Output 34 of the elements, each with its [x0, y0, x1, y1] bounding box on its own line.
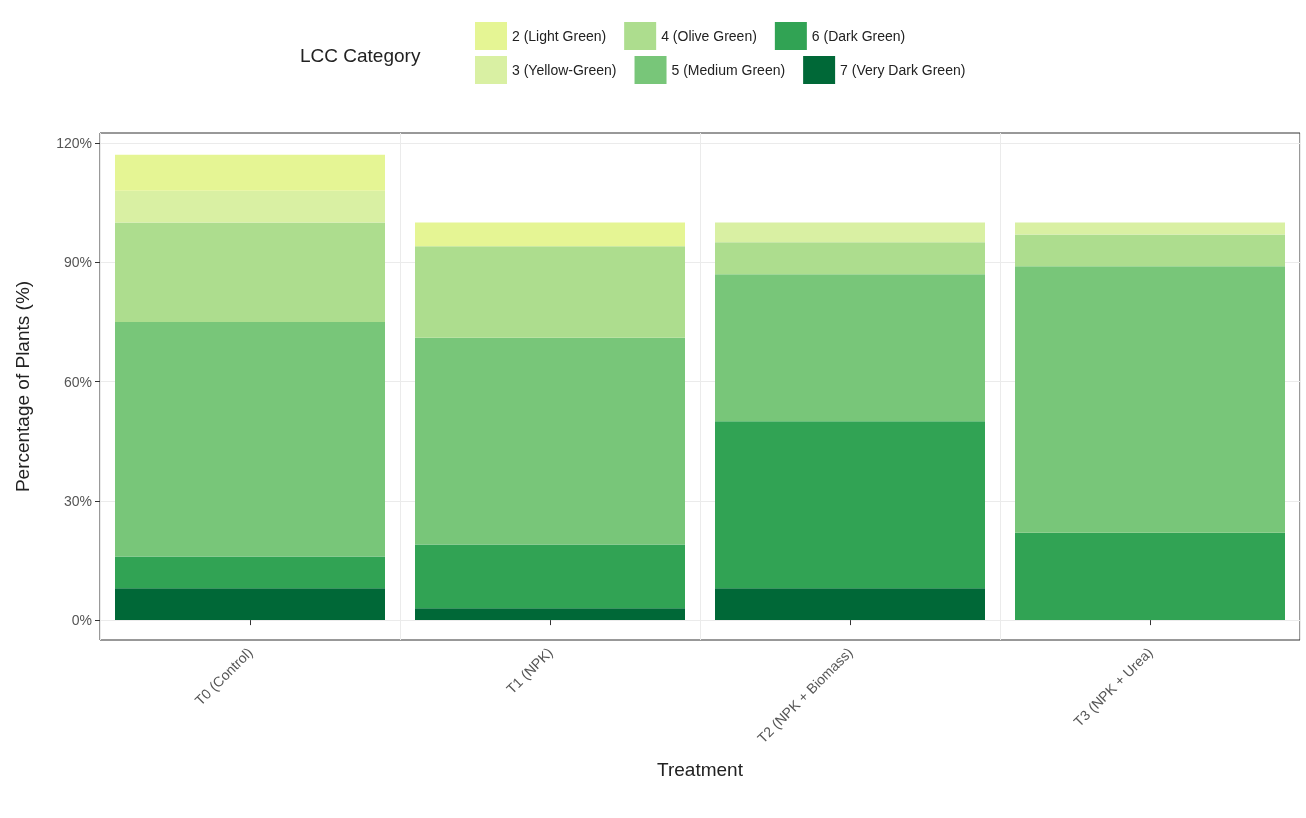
legend-label: 2 (Light Green)	[512, 28, 607, 44]
bar	[1015, 222, 1285, 235]
bar	[415, 246, 685, 338]
bar	[115, 588, 385, 621]
bar	[115, 190, 385, 223]
x-axis-title: Treatment	[657, 759, 744, 780]
bar	[1015, 266, 1285, 533]
legend-label: 3 (Yellow-Green)	[512, 62, 617, 78]
bar	[715, 588, 985, 621]
bar	[115, 154, 385, 191]
y-tick-label: 30%	[63, 492, 92, 509]
legend-title: LCC Category	[300, 45, 421, 66]
legend-label: 7 (Very Dark Green)	[840, 62, 966, 78]
legend-label: 4 (Olive Green)	[661, 28, 757, 44]
bar	[115, 321, 385, 557]
bar	[1015, 234, 1285, 267]
legend-label: 6 (Dark Green)	[811, 28, 906, 44]
bar	[715, 274, 985, 422]
bar	[715, 242, 985, 275]
y-axis-title: Percentage of Plants (%)	[12, 280, 33, 493]
y-tick-label: 120%	[56, 134, 92, 151]
bar	[415, 608, 685, 621]
bar	[115, 556, 385, 589]
bar	[415, 222, 685, 247]
y-tick-label: 90%	[63, 254, 92, 271]
bar	[715, 421, 985, 589]
bar	[415, 544, 685, 609]
bar	[415, 337, 685, 545]
y-tick-label: 0%	[71, 612, 92, 629]
bar	[1015, 532, 1285, 621]
bar	[715, 222, 985, 243]
legend-label: 5 (Medium Green)	[671, 62, 786, 78]
bar	[115, 222, 385, 322]
y-tick-label: 60%	[63, 373, 92, 390]
